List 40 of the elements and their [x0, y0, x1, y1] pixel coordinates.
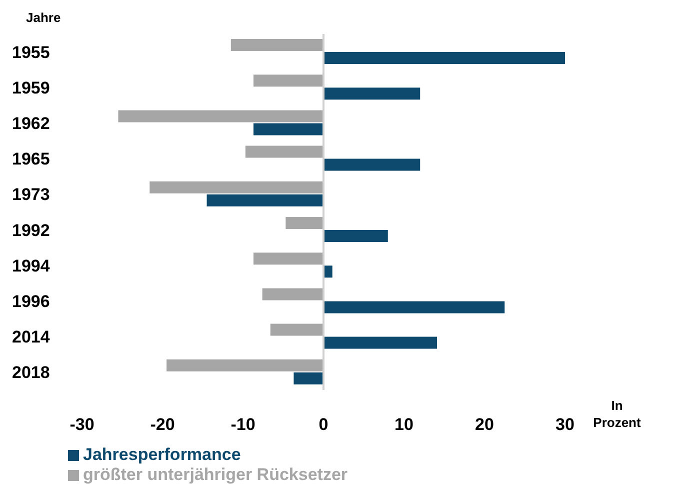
bar: [262, 288, 324, 300]
y-tick-label: 1992: [12, 220, 50, 240]
y-tick-label: 1955: [12, 42, 50, 62]
y-tick-label: 2018: [12, 363, 50, 382]
y-tick-label: 2014: [12, 328, 50, 347]
y-tick-label: 1973: [12, 185, 50, 204]
bar: [230, 39, 324, 51]
bar: [324, 230, 388, 242]
bar: [324, 301, 505, 314]
bar: [150, 181, 324, 194]
y-tick-label: 1962: [12, 114, 50, 134]
y-tick-label: 1959: [12, 78, 50, 98]
bar: [324, 336, 438, 349]
y-tick-label: 1965: [12, 150, 50, 169]
x-tick-label: -30: [70, 415, 94, 434]
legend-label: Jahresperformance: [83, 445, 241, 464]
x-tick-label: 10: [394, 415, 414, 434]
y-tick-label: 1994: [12, 256, 50, 276]
bar: [245, 146, 324, 158]
legend-label: größter unterjähriger Rücksetzer: [83, 465, 348, 484]
bar: [118, 110, 324, 122]
bar: [270, 324, 324, 336]
bar: [253, 252, 324, 265]
x-tick-label: 30: [556, 415, 574, 434]
bar: [206, 194, 324, 206]
bar: [286, 217, 324, 229]
bar: [324, 52, 565, 64]
bar: [324, 158, 420, 171]
bar: [253, 74, 324, 87]
x-tick-label: 20: [475, 415, 494, 434]
bar: [294, 372, 324, 384]
x-axis-title: In Prozent: [593, 398, 642, 430]
bar: [166, 359, 324, 372]
x-tick-label: 0: [318, 415, 328, 434]
y-axis-title: Jahre: [26, 10, 61, 25]
x-tick-label: -20: [150, 415, 175, 434]
y-tick-label: 1996: [12, 292, 50, 312]
x-tick-label: -10: [230, 415, 256, 434]
bar: [253, 123, 324, 136]
bar: [324, 88, 420, 100]
